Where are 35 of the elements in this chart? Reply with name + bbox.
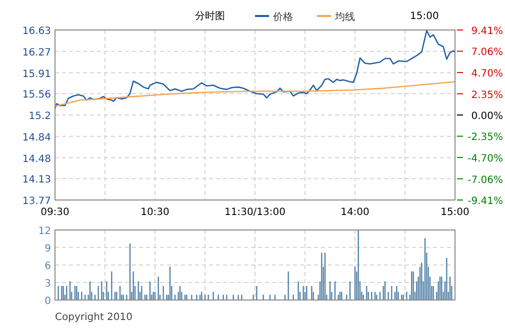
x-tick-label: 11:30/13:00 (224, 207, 286, 218)
x-tick-label: 15:00 (440, 207, 470, 218)
line-series (54, 81, 456, 107)
x-tick-label: 09:30 (40, 207, 70, 218)
y-tick-label: 0 (44, 296, 51, 307)
y-tick-label: 3 (44, 278, 51, 290)
y-tick-label: 16.63 (22, 26, 51, 37)
y-tick-label: 14.84 (22, 132, 51, 144)
text: Copyright 2010 (55, 312, 132, 323)
x-tick-label: 14:00 (340, 207, 370, 218)
y2-tick-label: -4.70% (468, 153, 503, 164)
y2-tick-label: -9.41% (468, 196, 503, 207)
y-tick-label: 15.56 (22, 90, 51, 101)
y2-tick-label: -2.35% (468, 132, 503, 144)
y-tick-label: 14.48 (22, 154, 51, 165)
chart-title: 分时图 (195, 10, 225, 22)
y2-tick-label: 0.00% (471, 111, 503, 122)
legend-label: 价格 (272, 11, 293, 23)
legend-label: 均线 (334, 11, 355, 23)
text: 15:00 (410, 11, 439, 22)
y-tick-label: 13.77 (22, 196, 51, 207)
y-tick-label: 6 (44, 261, 51, 272)
y-tick-label: 14.13 (22, 174, 51, 186)
y2-tick-label: 4.70% (471, 68, 503, 80)
y2-tick-label: 7.06% (471, 47, 503, 58)
y-tick-label: 15.2 (28, 111, 51, 122)
x-tick-label: 10:30 (140, 207, 170, 218)
y-tick-label: 15.91 (22, 68, 51, 80)
y-tick-label: 16.27 (22, 47, 51, 58)
y-tick-label: 9 (44, 244, 51, 254)
y2-tick-label: 9.41% (471, 26, 503, 37)
y2-tick-label: -7.06% (468, 174, 503, 186)
y2-tick-label: 2.35% (471, 90, 503, 101)
line-series (54, 30, 456, 110)
y-tick-label: 12 (38, 226, 51, 237)
